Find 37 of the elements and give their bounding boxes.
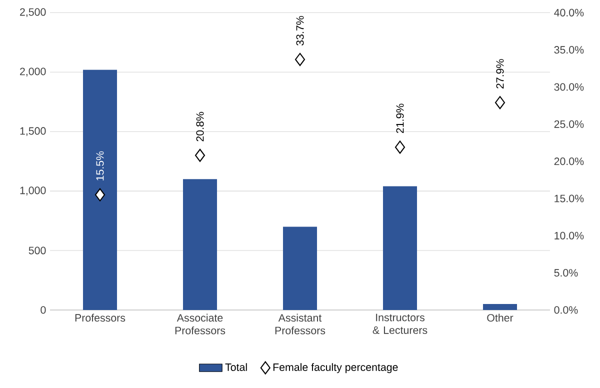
y2-tick-label: 20.0%	[554, 158, 584, 166]
y2-tick-label: 35.0%	[554, 46, 584, 54]
point	[394, 140, 406, 154]
y-tick-label: 500	[28, 246, 46, 254]
bar	[83, 70, 118, 310]
y-tick-label: 1,000	[20, 186, 46, 196]
x-tick-label: Assistant Professors	[275, 314, 326, 334]
y2-tick-label: 40.0%	[554, 8, 584, 16]
y2-tick-label: 0.0%	[554, 306, 578, 314]
y2-tick-label: 15.0%	[554, 194, 584, 202]
bar	[483, 304, 517, 310]
data-label: 20.8%	[196, 112, 204, 142]
data-label: 27.9%	[496, 59, 504, 88]
x-tick-label: Professors	[75, 314, 126, 322]
y-tick-label: 0	[40, 306, 46, 314]
bar	[283, 226, 317, 310]
point	[494, 96, 506, 110]
legend-label: Total	[225, 363, 247, 371]
y2-tick-label: 30.0%	[554, 83, 584, 91]
y2-tick-label: 25.0%	[554, 120, 584, 128]
x-tick-label: Other	[487, 314, 514, 322]
point	[194, 148, 206, 162]
data-label: 33.7%	[296, 16, 304, 46]
bar	[183, 179, 218, 310]
y2-tick-label: 10.0%	[554, 232, 584, 240]
y2-tick-label: 5.0%	[554, 269, 578, 277]
y-tick-label: 2,500	[20, 8, 46, 18]
bar	[383, 186, 417, 310]
y-tick-label: 2,000	[20, 68, 46, 77]
y-tick-label: 1,500	[20, 127, 46, 136]
legend-label: Female faculty percentage	[273, 363, 398, 374]
data-label: 21.9%	[396, 104, 404, 134]
x-tick-label: Associate Professors	[175, 314, 226, 334]
x-tick-label: Instructors & Lecturers	[372, 314, 428, 334]
point	[294, 52, 306, 66]
data-label: 15.5%	[96, 151, 104, 180]
point	[94, 188, 106, 202]
